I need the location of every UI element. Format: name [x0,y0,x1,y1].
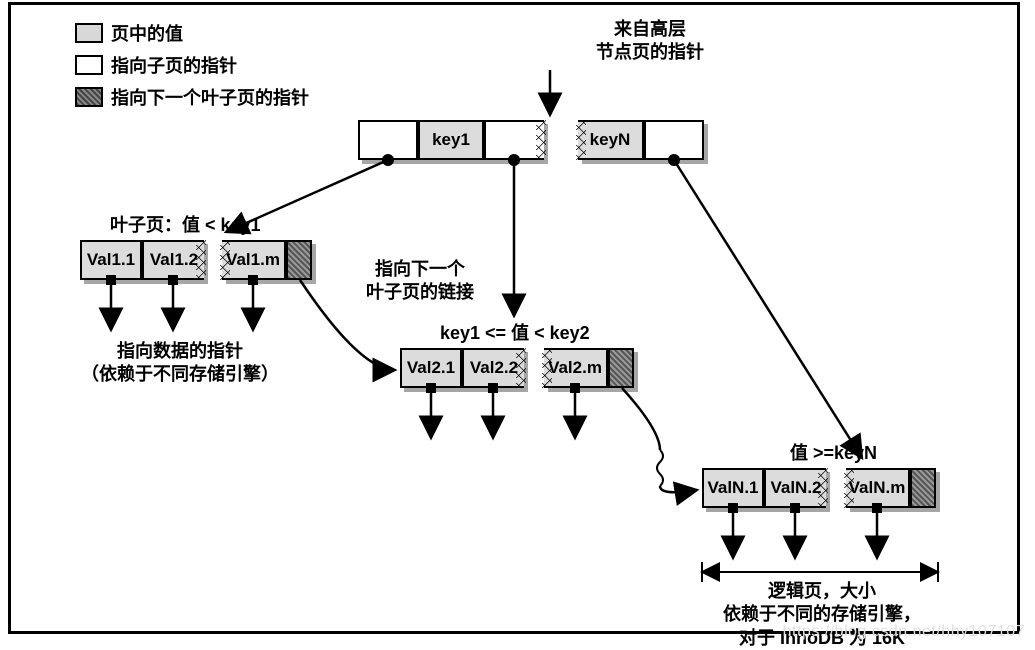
watermark: https://blog.csdn.net/hhy107107 [783,623,1025,641]
arrows-layer [0,0,1035,649]
